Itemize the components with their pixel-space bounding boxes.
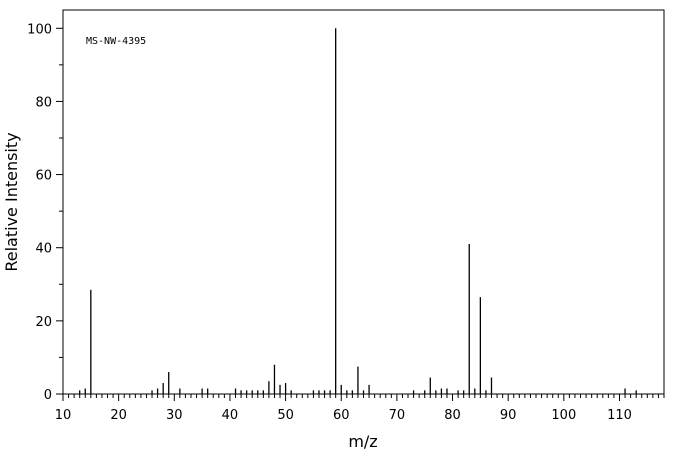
x-tick-label: 90 xyxy=(500,408,517,423)
y-tick-label: 100 xyxy=(27,22,52,37)
x-tick-label: 10 xyxy=(55,408,72,423)
x-tick-label: 30 xyxy=(166,408,183,423)
bars-layer xyxy=(79,28,637,394)
x-tick-label: 70 xyxy=(389,408,406,423)
x-axis-title: m/z xyxy=(348,432,377,451)
x-tick-label: 50 xyxy=(277,408,294,423)
x-tick-label: 40 xyxy=(222,408,239,423)
spectrum-code-label: MS-NW-4395 xyxy=(86,36,146,47)
x-tick-label: 110 xyxy=(607,408,632,423)
y-tick-label: 0 xyxy=(44,388,52,403)
plot-frame xyxy=(62,9,665,395)
x-tick-label: 80 xyxy=(444,408,461,423)
x-tick-label: 20 xyxy=(110,408,127,423)
ticks-layer: 10 20 30 40 50 60 70 80 90 100 110 0 20 40 60 80 100 xyxy=(27,22,665,423)
y-tick-label: 20 xyxy=(35,315,52,330)
x-tick-label: 100 xyxy=(551,408,576,423)
x-tick-label: 60 xyxy=(333,408,350,423)
y-tick-label: 60 xyxy=(35,169,52,184)
y-tick-label: 80 xyxy=(35,95,52,110)
y-tick-label: 40 xyxy=(35,242,52,257)
y-axis-title: Relative Intensity xyxy=(2,132,21,271)
